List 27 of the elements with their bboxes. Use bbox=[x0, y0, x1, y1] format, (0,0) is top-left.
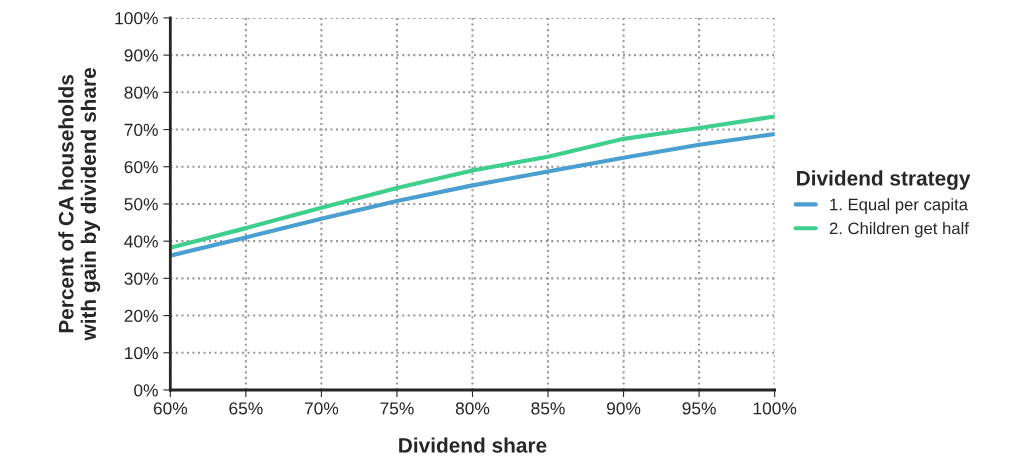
line-series bbox=[170, 114, 775, 250]
y-axis-title: Percent of CA households with gain by dividend share bbox=[58, 68, 101, 341]
x-tick-label: 85% bbox=[531, 402, 565, 415]
y-tick-label: 50% bbox=[124, 198, 158, 211]
y-tick-label: 10% bbox=[125, 346, 158, 360]
y-tick-label: 100% bbox=[115, 12, 158, 25]
y-tick-label: 30% bbox=[124, 272, 158, 285]
y-tick-label: 90% bbox=[124, 49, 158, 62]
x-tick-label: 60% bbox=[153, 402, 188, 415]
x-axis-title: Dividend share bbox=[399, 437, 547, 453]
y-tick-label: 0% bbox=[134, 384, 158, 397]
x-tick-label: 80% bbox=[455, 402, 490, 415]
y-tick-label: 40% bbox=[124, 235, 158, 248]
x-tick-label: 70% bbox=[304, 402, 339, 415]
legend-title: Dividend strategy bbox=[797, 170, 971, 190]
x-tick-label: 95% bbox=[682, 402, 716, 415]
legend-label: 1. Equal per capita bbox=[830, 198, 968, 214]
x-tick-label: 65% bbox=[229, 402, 263, 415]
y-tick-label: 70% bbox=[124, 123, 158, 136]
legend-label: 2. Children get half bbox=[829, 222, 969, 238]
line-series bbox=[170, 131, 775, 258]
y-tick-label: 60% bbox=[124, 160, 158, 174]
x-tick-label: 100% bbox=[753, 402, 797, 415]
y-tick-label: 80% bbox=[124, 86, 158, 99]
y-tick-label: 20% bbox=[124, 309, 158, 323]
x-tick-label: 90% bbox=[606, 402, 641, 415]
x-tick-label: 75% bbox=[380, 402, 414, 415]
